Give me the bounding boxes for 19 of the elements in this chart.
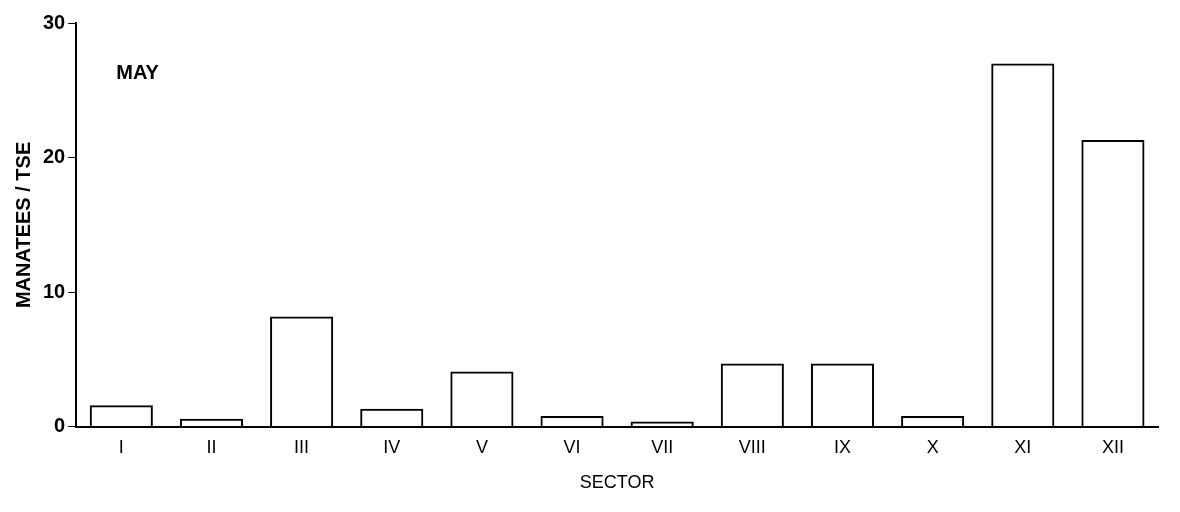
y-tick-label: 30 bbox=[43, 10, 66, 33]
y-tick-label: 0 bbox=[54, 414, 66, 437]
y-axis-title: MANATEES / TSE bbox=[11, 141, 34, 309]
x-tick-label: XI bbox=[1014, 436, 1032, 457]
x-tick-label: VII bbox=[651, 436, 674, 457]
y-tick-label: 10 bbox=[43, 279, 66, 302]
x-tick-label: IX bbox=[833, 436, 851, 457]
x-tick-label: IV bbox=[383, 436, 401, 457]
x-tick-label: III bbox=[294, 436, 310, 457]
annotation: MAY bbox=[116, 60, 160, 83]
x-tick-label: X bbox=[926, 436, 939, 457]
x-tick-label: V bbox=[475, 436, 488, 457]
x-axis-title: SECTOR bbox=[579, 472, 655, 493]
x-tick-label: I bbox=[118, 436, 124, 457]
y-tick-label: 20 bbox=[43, 145, 66, 168]
x-tick-label: VIII bbox=[738, 436, 766, 457]
x-tick-label: II bbox=[206, 436, 217, 457]
x-tick-label: VI bbox=[563, 436, 581, 457]
x-tick-label: XII bbox=[1101, 436, 1124, 457]
